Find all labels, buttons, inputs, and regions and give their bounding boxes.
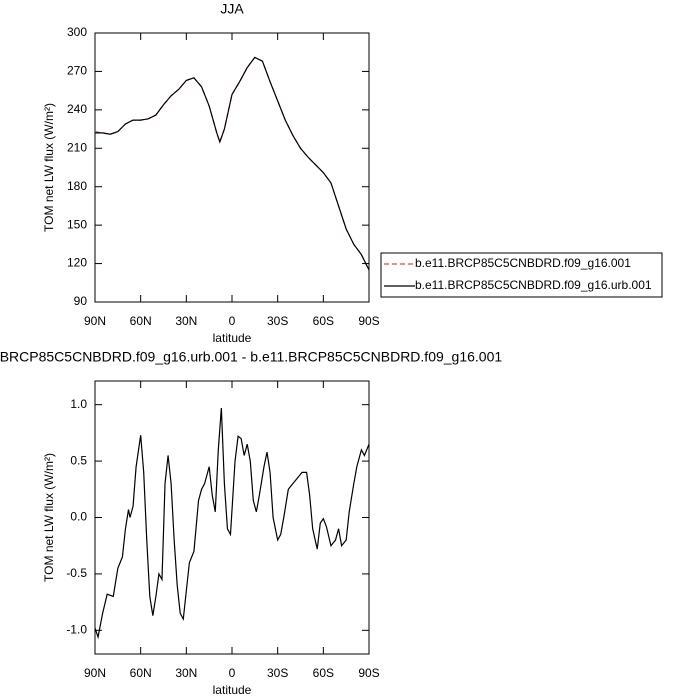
legend: b.e11.BRCP85C5CNBDRD.f09_g16.001 b.e11.BR… xyxy=(380,252,663,298)
plot-frame xyxy=(94,32,370,303)
x-tick-label: 90N xyxy=(84,314,106,328)
y-tick-label: 0.5 xyxy=(70,453,87,467)
x-tick-label: 60S xyxy=(313,666,334,680)
y-tick-label: 1.0 xyxy=(70,397,87,411)
x-axis-label: latitude xyxy=(213,331,252,345)
chart-title: b.e11.BRCP85C5CNBDRD.f09_g16.urb.001 - b… xyxy=(0,349,502,365)
legend-label: b.e11.BRCP85C5CNBDRD.f09_g16.001 xyxy=(415,256,631,270)
x-tick-label: 60S xyxy=(313,314,334,328)
x-tick-label: 30S xyxy=(267,314,288,328)
legend-frame xyxy=(380,252,663,298)
chart-title: JJA xyxy=(220,1,244,17)
data-line xyxy=(95,56,370,271)
y-tick-label: 120 xyxy=(67,256,87,270)
y-tick-label: 150 xyxy=(67,217,87,231)
x-tick-label: 0 xyxy=(229,666,236,680)
x-axis-label: latitude xyxy=(213,683,252,697)
y-tick-label: 180 xyxy=(67,179,87,193)
x-tick-label: 30N xyxy=(175,666,197,680)
legend-label: b.e11.BRCP85C5CNBDRD.f09_g16.urb.001 xyxy=(415,278,652,292)
y-tick-label: -1.0 xyxy=(66,622,87,636)
data-line xyxy=(94,56,370,271)
data-line xyxy=(94,408,370,640)
x-tick-label: 30S xyxy=(267,666,288,680)
y-tick-label: 0.0 xyxy=(70,510,87,524)
x-tick-label: 60N xyxy=(130,666,152,680)
y-tick-label: 210 xyxy=(67,140,87,154)
y-axis-label: TOM net LW flux (W/m²) xyxy=(42,453,56,582)
y-tick-label: -0.5 xyxy=(66,566,87,580)
x-tick-label: 90S xyxy=(358,314,379,328)
y-tick-label: 90 xyxy=(74,294,88,308)
y-tick-label: 240 xyxy=(67,102,87,116)
x-tick-label: 90N xyxy=(84,666,106,680)
x-tick-label: 90S xyxy=(358,666,379,680)
y-axis-label: TOM net LW flux (W/m²) xyxy=(42,103,56,232)
y-tick-label: 300 xyxy=(67,25,87,39)
y-tick-label: 270 xyxy=(67,64,87,78)
x-tick-label: 30N xyxy=(175,314,197,328)
x-tick-label: 60N xyxy=(130,314,152,328)
x-tick-label: 0 xyxy=(229,314,236,328)
